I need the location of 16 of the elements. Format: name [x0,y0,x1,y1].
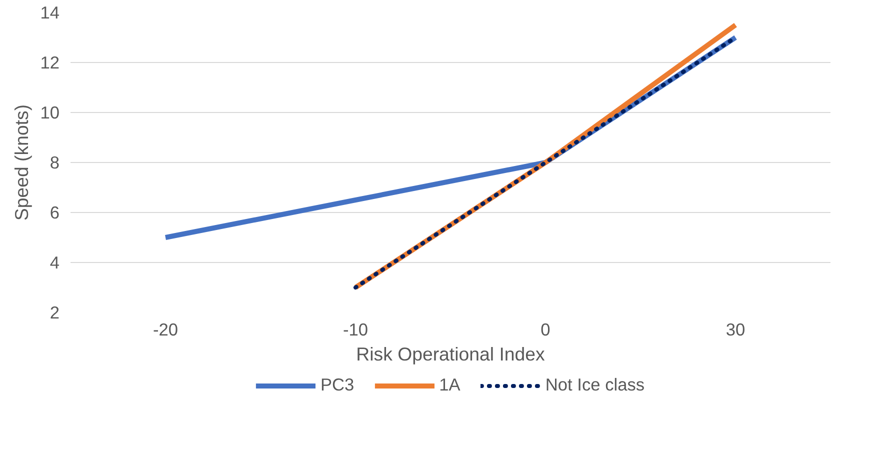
x-tick-label: -10 [342,320,368,340]
legend-label: PC3 [320,374,354,396]
y-tick-label: 2 [50,302,60,322]
x-axis-title: Risk Operational Index [356,344,546,364]
y-tick-label: 4 [50,252,60,272]
y-axis-title: Speed (knots) [11,104,32,221]
y-tick-label: 6 [50,202,60,222]
y-tick-label: 12 [40,52,60,72]
y-tick-label: 10 [40,102,60,122]
x-tick-label: -20 [152,320,178,340]
legend-label: Not Ice class [545,374,645,396]
legend-label: 1A [439,374,460,396]
x-tick-label: 30 [726,320,746,340]
x-tick-label: 0 [540,320,550,340]
y-tick-label: 8 [50,152,60,172]
y-tick-label: 14 [40,2,60,22]
